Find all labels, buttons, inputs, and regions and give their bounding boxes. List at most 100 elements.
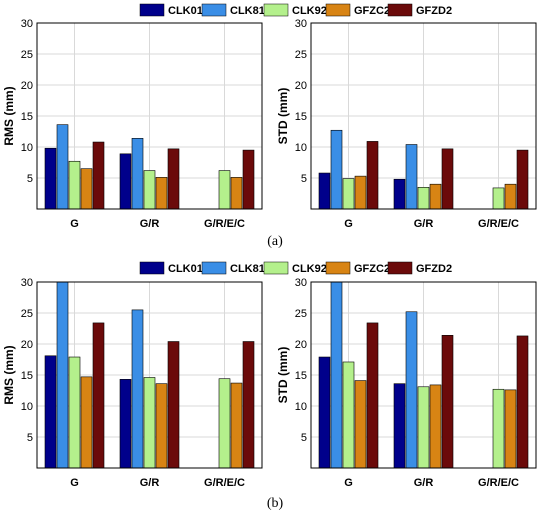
bar-gfzc2-g-r-e-c (504, 389, 517, 469)
bar-gfzd2-g-r-e-c (242, 341, 255, 469)
y-tick-label: 30 (295, 18, 307, 30)
figure-label-a: (a) (267, 234, 283, 249)
axes-box (36, 281, 263, 469)
panels: 5 10 15 20 25 30 G G/R G/R/E/C RMS (mm) 5 10 15 20 25 3… (2, 18, 537, 489)
bar-clk81-g-r (131, 138, 144, 210)
x-tick-label-g-r: G/R (140, 477, 160, 489)
y-axis-label: STD (mm) (276, 347, 290, 404)
legend-label-clk92: CLK92 (292, 5, 327, 17)
bar-gfzc2-g (80, 168, 93, 210)
x-tick-label-g: G (344, 477, 353, 489)
bar-gfzd2-g-r-e-c (516, 335, 529, 469)
y-axis-label: STD (mm) (276, 88, 290, 145)
legend-swatch-clk01 (139, 261, 165, 275)
bar-gfzd2-g (366, 141, 379, 210)
bar-clk81-g (330, 129, 343, 210)
bar-clk01-g (318, 356, 331, 469)
bar-gfzd2-g-r (167, 148, 180, 210)
bar-clk92-g (342, 178, 355, 210)
panel-b-rms: 5 10 15 20 25 30 G G/R G/R/E/C RMS (mm) (2, 277, 263, 489)
bar-clk92-g-r (417, 187, 430, 210)
y-tick-label: 25 (21, 308, 33, 320)
legend-swatch-gfzc2 (325, 3, 351, 17)
legend-label-clk01: CLK01 (168, 5, 203, 17)
bar-clk81-g-r (405, 311, 418, 469)
legend-label-gfzc2: GFZC2 (354, 263, 390, 275)
legend-a: CLK01 CLK81 CLK92 GFZC2 GFZD2 (139, 3, 452, 17)
legend-label-clk01: CLK01 (168, 263, 203, 275)
bar-clk81-g-r (405, 144, 418, 210)
y-tick-label: 20 (295, 80, 307, 92)
bar-clk81-g (330, 281, 343, 469)
bar-clk01-g (44, 355, 57, 469)
y-tick-label: 20 (21, 339, 33, 351)
x-tick-label-g-r-e-c: G/R/E/C (204, 218, 245, 230)
bar-clk01-g (44, 147, 57, 210)
bar-gfzc2-g-r (429, 384, 442, 469)
x-tick-label-g: G (70, 218, 79, 230)
panel-b-std: 5 10 15 20 25 30 G G/R G/R/E/C STD (mm) (276, 277, 537, 489)
bar-gfzd2-g (92, 141, 105, 210)
bar-gfzc2-g-r (155, 177, 168, 210)
y-tick-label: 30 (21, 277, 33, 289)
y-tick-label: 15 (21, 111, 33, 123)
bar-gfzc2-g (80, 376, 93, 469)
legend-swatch-clk81 (201, 261, 227, 275)
legend-label-clk92: CLK92 (292, 263, 327, 275)
bar-clk92-g-r-e-c (492, 187, 505, 210)
bar-clk92-g-r (143, 170, 156, 210)
y-tick-label: 15 (21, 370, 33, 382)
y-tick-label: 5 (301, 432, 307, 444)
bar-gfzd2-g-r-e-c (242, 149, 255, 210)
bar-gfzc2-g-r-e-c (230, 382, 243, 469)
legend-swatch-clk01 (139, 3, 165, 17)
bar-gfzd2-g-r (441, 335, 454, 469)
figure-label-b: (b) (266, 496, 284, 511)
panel-a-rms: 5 10 15 20 25 30 G G/R G/R/E/C RMS (mm) (2, 18, 263, 230)
bar-gfzc2-g (354, 380, 367, 469)
bar-clk92-g-r (417, 386, 430, 469)
y-tick-label: 30 (295, 277, 307, 289)
y-tick-label: 5 (301, 173, 307, 185)
y-tick-label: 5 (27, 432, 33, 444)
y-tick-label: 15 (295, 111, 307, 123)
bar-gfzd2-g-r (441, 148, 454, 210)
y-tick-label: 25 (295, 308, 307, 320)
bar-clk81-g (56, 281, 69, 469)
bar-gfzd2-g-r-e-c (516, 149, 529, 210)
x-tick-label-g: G (70, 477, 79, 489)
bar-clk01-g-r (393, 383, 406, 469)
axes-box (310, 281, 537, 469)
bar-gfzd2-g-r (167, 341, 180, 469)
x-tick-label-g-r-e-c: G/R/E/C (204, 477, 245, 489)
bar-clk01-g (318, 172, 331, 210)
legend-swatch-clk81 (201, 3, 227, 17)
y-tick-label: 15 (295, 370, 307, 382)
bar-clk92-g-r-e-c (492, 388, 505, 469)
x-tick-label-g-r: G/R (140, 218, 160, 230)
bar-clk92-g-r (143, 377, 156, 469)
legend-label-clk81: CLK81 (230, 5, 265, 17)
y-axis-label: RMS (mm) (2, 86, 16, 145)
x-tick-label-g-r: G/R (414, 218, 434, 230)
legend-label-gfzd2: GFZD2 (416, 263, 452, 275)
y-tick-label: 10 (21, 401, 33, 413)
y-tick-label: 10 (295, 401, 307, 413)
y-tick-label: 10 (295, 142, 307, 154)
y-tick-label: 10 (21, 142, 33, 154)
bar-gfzc2-g (354, 175, 367, 210)
bar-clk01-g-r (119, 379, 132, 469)
y-tick-label: 20 (295, 339, 307, 351)
x-tick-label-g-r-e-c: G/R/E/C (478, 218, 519, 230)
bar-clk81-g (56, 124, 69, 210)
bar-gfzd2-g (92, 322, 105, 469)
legend-label-clk81: CLK81 (230, 263, 265, 275)
bar-clk01-g-r (393, 178, 406, 210)
bar-gfzc2-g-r (155, 383, 168, 469)
legend-swatch-gfzc2 (325, 261, 351, 275)
legend-swatch-clk92 (263, 261, 289, 275)
legend-label-gfzc2: GFZC2 (354, 5, 390, 17)
y-tick-label: 25 (295, 49, 307, 61)
legend-label-gfzd2: GFZD2 (416, 5, 452, 17)
